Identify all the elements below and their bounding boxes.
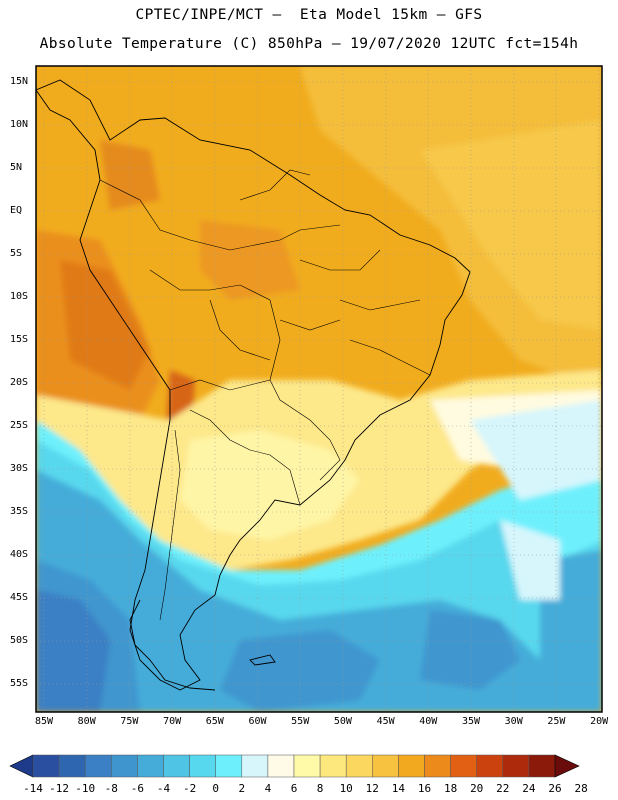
colorbar-tick-label: -10 [75, 782, 96, 795]
colorbar-tick-label: 14 [391, 782, 406, 795]
colorbar-tick-label: -2 [182, 782, 197, 795]
colorbar-tick-label: 4 [264, 782, 272, 795]
longitude-label: 45W [376, 716, 395, 727]
latitude-label: 5N [10, 162, 23, 173]
colorbar-tick-label: 28 [574, 782, 588, 795]
latitude-label: 10S [10, 291, 29, 302]
latitude-label: 45S [10, 592, 29, 603]
latitude-label: 50S [10, 635, 29, 646]
latitude-label: 10N [10, 119, 29, 130]
longitude-label: 40W [419, 716, 438, 727]
colorbar-swatch [58, 754, 86, 778]
longitude-label: 50W [333, 716, 352, 727]
colorbar-swatch [84, 754, 112, 778]
colorbar-swatch [502, 754, 530, 778]
colorbar-tick-label: 24 [522, 782, 536, 795]
longitude-label: 65W [205, 716, 224, 727]
colorbar-tick-label: -8 [104, 782, 118, 795]
colorbar-high-arrow [554, 754, 580, 778]
colorbar-swatch [345, 754, 373, 778]
colorbar-swatch [163, 754, 190, 778]
colorbar-tick-label: 10 [339, 782, 353, 795]
colorbar-swatch [111, 754, 138, 778]
colorbar-swatch [372, 754, 399, 778]
title-line-2: Absolute Temperature (C) 850hPa – 19/07/… [39, 36, 579, 52]
colorbar-tick-label: 22 [496, 782, 510, 795]
colorbar-tick-label: 0 [212, 782, 219, 795]
longitude-label: 55W [291, 716, 310, 727]
latitude-label: 20S [10, 377, 29, 388]
longitude-label: 35W [461, 716, 481, 727]
colorbar-tick-label: -4 [156, 782, 171, 795]
longitude-label: 20W [590, 716, 609, 727]
latitude-label: 15S [10, 334, 29, 345]
colorbar-tick-label: 12 [365, 782, 379, 795]
colorbar-tick-label: -14 [23, 782, 43, 795]
colorbar [9, 754, 580, 778]
colorbar-swatch [319, 754, 347, 778]
colorbar-swatch [450, 754, 477, 778]
coastlines [36, 79, 471, 691]
colorbar-tick-label: 18 [443, 782, 458, 795]
colorbar-swatch [293, 754, 321, 778]
longitude-label: 70W [163, 716, 182, 727]
temperature-field [36, 66, 602, 712]
colorbar-swatch [241, 754, 269, 778]
latitude-label: 40S [10, 549, 29, 560]
colorbar-swatch [32, 754, 60, 778]
colorbar-tick-label: 16 [417, 782, 432, 795]
longitude-label: 85W [34, 716, 54, 727]
colorbar-swatch [137, 754, 164, 778]
title-line-1: CPTEC/INPE/MCT – Eta Model 15km – GFS [135, 7, 483, 23]
colorbar-swatch [398, 754, 425, 778]
colorbar-swatch [215, 754, 243, 778]
colorbar-tick-label: 8 [316, 782, 324, 795]
country-borders [99, 169, 431, 621]
colorbar-low-arrow [9, 754, 34, 778]
longitude-label: 25W [547, 716, 566, 727]
colorbar-swatch [189, 754, 216, 778]
colorbar-tick-label: 26 [548, 782, 562, 795]
map-frame [35, 65, 603, 713]
longitude-label: 30W [504, 716, 523, 727]
colorbar-swatch [476, 754, 504, 778]
colorbar-swatch [267, 754, 295, 778]
colorbar-swatch [424, 754, 451, 778]
longitude-label: 60W [248, 716, 267, 727]
latitude-label: 15N [10, 76, 29, 87]
latitude-label: EQ [10, 205, 23, 216]
colorbar-tick-label: 6 [290, 782, 298, 795]
colorbar-tick-label: -12 [49, 782, 70, 795]
colorbar-tick-label: 2 [238, 782, 246, 795]
latitude-label: 5S [10, 248, 23, 259]
latitude-label: 30S [10, 463, 29, 474]
latitude-label: 55S [10, 678, 29, 689]
colorbar-swatch [528, 754, 556, 778]
longitude-label: 80W [77, 716, 96, 727]
colorbar-tick-label: -6 [130, 782, 145, 795]
colorbar-tick-label: 20 [470, 782, 484, 795]
longitude-label: 75W [120, 716, 139, 727]
latitude-label: 35S [10, 506, 29, 517]
latitude-label: 25S [10, 420, 29, 431]
